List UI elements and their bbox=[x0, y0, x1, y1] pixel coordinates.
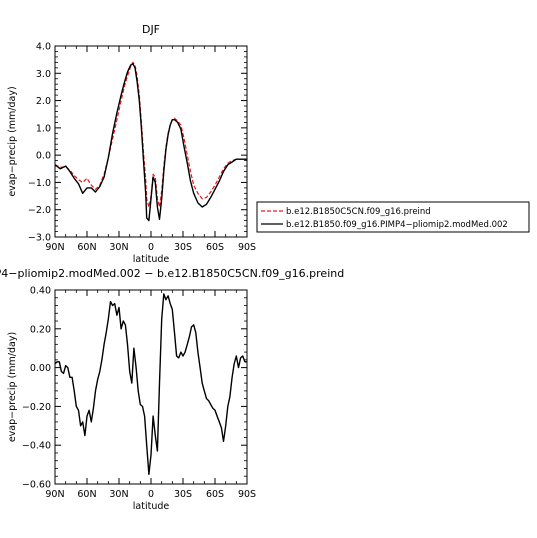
legend-label-1: b.e12.B1850C5CN.f09_g16.preind bbox=[286, 207, 431, 217]
chart2-ytick-label: −0.60 bbox=[22, 480, 51, 491]
chart2-xtick-label: 60N bbox=[77, 489, 96, 500]
chart1-ytick-label: −2.0 bbox=[28, 205, 51, 216]
chart2-xlabel: latitude bbox=[133, 501, 170, 512]
chart1-series-line-2 bbox=[54, 63, 247, 222]
chart1-ytick-label: 0.0 bbox=[36, 151, 51, 162]
chart1-xtick-label: 90N bbox=[45, 242, 64, 253]
chart2-ylabel: evap−precip (mm/day) bbox=[7, 332, 18, 442]
chart1-xtick-label: 0 bbox=[148, 242, 154, 253]
chart2-xtick-label: 30S bbox=[174, 489, 192, 500]
chart1-xtick-label: 60S bbox=[206, 242, 224, 253]
chart1-ytick-label: 1.0 bbox=[36, 123, 51, 134]
chart2-ytick-label: 0.40 bbox=[30, 286, 51, 297]
chart2-series-line-1 bbox=[54, 293, 247, 475]
chart2-ytick-label: −0.40 bbox=[22, 441, 51, 452]
chart1-ytick-label: 4.0 bbox=[36, 42, 51, 53]
chart1-xtick-label: 30S bbox=[174, 242, 192, 253]
legend-box bbox=[256, 201, 530, 233]
chart2-xtick-label: 90S bbox=[238, 489, 256, 500]
chart1-xtick-label: 30N bbox=[109, 242, 128, 253]
chart2-title: 16.PIMP4−pliomip2.modMed.002 − b.e12.B18… bbox=[0, 267, 344, 280]
chart1-xlabel: latitude bbox=[133, 254, 170, 265]
chart1-ytick-label: 3.0 bbox=[36, 69, 51, 80]
chart2-xtick-label: 0 bbox=[148, 489, 154, 500]
chart1-ytick-label: 2.0 bbox=[36, 96, 51, 107]
chart1-title: DJF bbox=[142, 23, 160, 36]
chart2-ytick-label: −0.20 bbox=[22, 402, 51, 413]
chart1-ylabel: evap−precip (mm/day) bbox=[7, 86, 18, 196]
chart1-frame bbox=[54, 45, 248, 238]
chart2-xtick-label: 90N bbox=[45, 489, 64, 500]
chart1-ytick-label: −1.0 bbox=[28, 178, 51, 189]
chart1-xtick-label: 90S bbox=[238, 242, 256, 253]
chart2-xtick-label: 60S bbox=[206, 489, 224, 500]
chart1-ytick-label: −3.0 bbox=[28, 233, 51, 244]
chart2-xtick-label: 30N bbox=[109, 489, 128, 500]
legend-label-2: b.e12.B1850.f09_g16.PIMP4−pliomip2.modMe… bbox=[286, 220, 508, 230]
chart2-ytick-label: 0.00 bbox=[30, 363, 51, 374]
chart2-ytick-label: 0.20 bbox=[30, 324, 51, 335]
chart1-series-line-1 bbox=[54, 61, 247, 208]
chart1-xtick-label: 60N bbox=[77, 242, 96, 253]
